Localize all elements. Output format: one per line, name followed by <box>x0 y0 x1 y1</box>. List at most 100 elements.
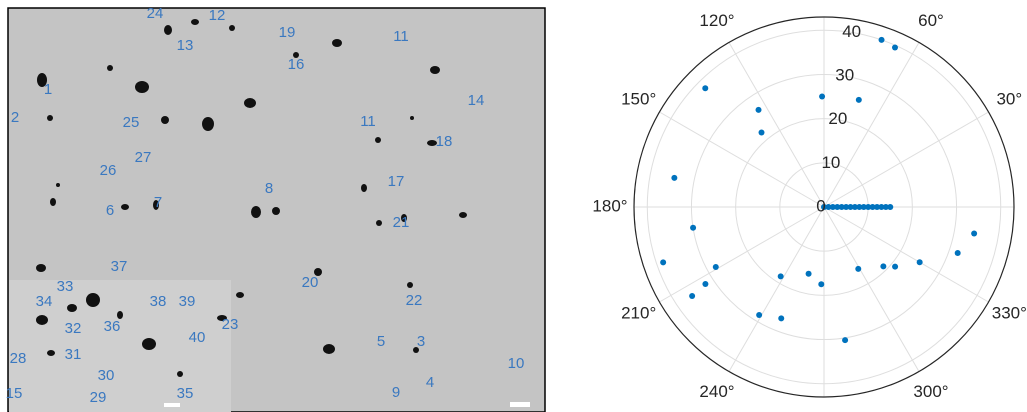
data-point <box>702 281 708 287</box>
data-point <box>759 130 765 136</box>
particle-label: 1 <box>44 81 52 98</box>
theta-tick-label: 330° <box>992 303 1027 322</box>
theta-tick-label: 240° <box>699 382 734 401</box>
particle-label: 37 <box>111 258 128 275</box>
particle <box>121 204 129 210</box>
particle <box>142 338 156 350</box>
particle-label: 35 <box>177 385 194 402</box>
theta-tick-label: 210° <box>621 303 656 322</box>
particle-label: 11 <box>393 28 409 45</box>
data-point <box>778 315 784 321</box>
particle-label: 17 <box>388 173 405 190</box>
particle-label: 5 <box>377 333 385 350</box>
data-point <box>842 337 848 343</box>
particle <box>459 212 467 218</box>
particle <box>229 25 235 31</box>
data-point <box>892 45 898 51</box>
particle <box>36 264 46 272</box>
r-tick-label: 40 <box>842 22 861 41</box>
particle-label: 22 <box>406 292 423 309</box>
particle-label: 30 <box>98 367 115 384</box>
particle-label: 27 <box>135 149 152 166</box>
particle-label: 15 <box>6 385 23 402</box>
particle-label: 26 <box>100 162 117 179</box>
data-point <box>778 273 784 279</box>
particle <box>202 117 214 131</box>
data-point <box>855 266 861 272</box>
r-tick-label: 20 <box>828 109 847 128</box>
particle-label: 2 <box>11 109 19 126</box>
particle-label: 36 <box>104 318 121 335</box>
r-tick-label: 30 <box>835 66 854 85</box>
scale-bar <box>164 403 180 407</box>
theta-tick-label: 120° <box>699 11 734 30</box>
particle-label: 8 <box>265 180 273 197</box>
data-point <box>971 230 977 236</box>
data-point <box>756 312 762 318</box>
theta-tick-label: 30° <box>996 89 1022 108</box>
particle <box>375 137 381 143</box>
particle-label: 19 <box>279 24 296 41</box>
theta-tick-label: 60° <box>918 11 944 30</box>
particle-label: 33 <box>57 278 74 295</box>
particle-label: 21 <box>393 214 410 231</box>
particle <box>164 25 172 35</box>
page: {"image": {"labels": ["24","12","19","11… <box>0 0 1027 412</box>
data-point <box>689 293 695 299</box>
data-point <box>818 281 824 287</box>
r-tick-label: 0 <box>816 196 825 215</box>
data-point <box>756 107 762 113</box>
particle-label: 18 <box>436 133 453 150</box>
particle-label: 11 <box>360 113 376 130</box>
theta-tick-label: 180° <box>592 196 627 215</box>
particle <box>323 344 335 354</box>
figure: 2412191113161142251118272617876213720333… <box>0 0 1027 412</box>
particle-label: 25 <box>123 114 140 131</box>
particle <box>36 315 48 325</box>
data-point <box>713 264 719 270</box>
particle <box>430 66 440 74</box>
particle <box>107 65 113 71</box>
particle <box>361 184 367 192</box>
particle <box>50 198 56 206</box>
particle-label: 38 <box>150 293 167 310</box>
particle <box>191 19 199 25</box>
particle-label: 39 <box>179 293 196 310</box>
scale-bar <box>510 402 530 407</box>
data-point <box>917 259 923 265</box>
particle <box>67 304 77 312</box>
particle <box>376 220 382 226</box>
particle-label: 7 <box>154 194 162 211</box>
particle <box>244 98 256 108</box>
particle <box>236 292 244 298</box>
data-point <box>879 37 885 43</box>
particle <box>56 183 60 187</box>
data-point <box>702 85 708 91</box>
particle-label: 9 <box>392 384 400 401</box>
data-point <box>880 263 886 269</box>
particle-label: 34 <box>36 293 53 310</box>
data-point <box>660 259 666 265</box>
particle-label: 32 <box>65 320 82 337</box>
particle <box>251 206 261 218</box>
data-point <box>690 225 696 231</box>
data-point <box>819 94 825 100</box>
particle-label: 24 <box>147 5 164 22</box>
data-point <box>955 250 961 256</box>
particle <box>161 116 169 124</box>
particle-label: 31 <box>65 346 82 363</box>
particle <box>47 350 55 356</box>
theta-tick-label: 90° <box>811 0 837 1</box>
data-point <box>806 271 812 277</box>
particle-label: 10 <box>508 355 525 372</box>
particle-label: 14 <box>468 92 485 109</box>
theta-tick-label: 150° <box>621 89 656 108</box>
particle <box>272 207 280 215</box>
r-tick-label: 10 <box>821 153 840 172</box>
particle-label: 29 <box>90 389 107 406</box>
theta-tick-label: 300° <box>913 382 948 401</box>
particle <box>332 39 342 47</box>
particle <box>407 282 413 288</box>
particle-label: 12 <box>209 7 226 24</box>
